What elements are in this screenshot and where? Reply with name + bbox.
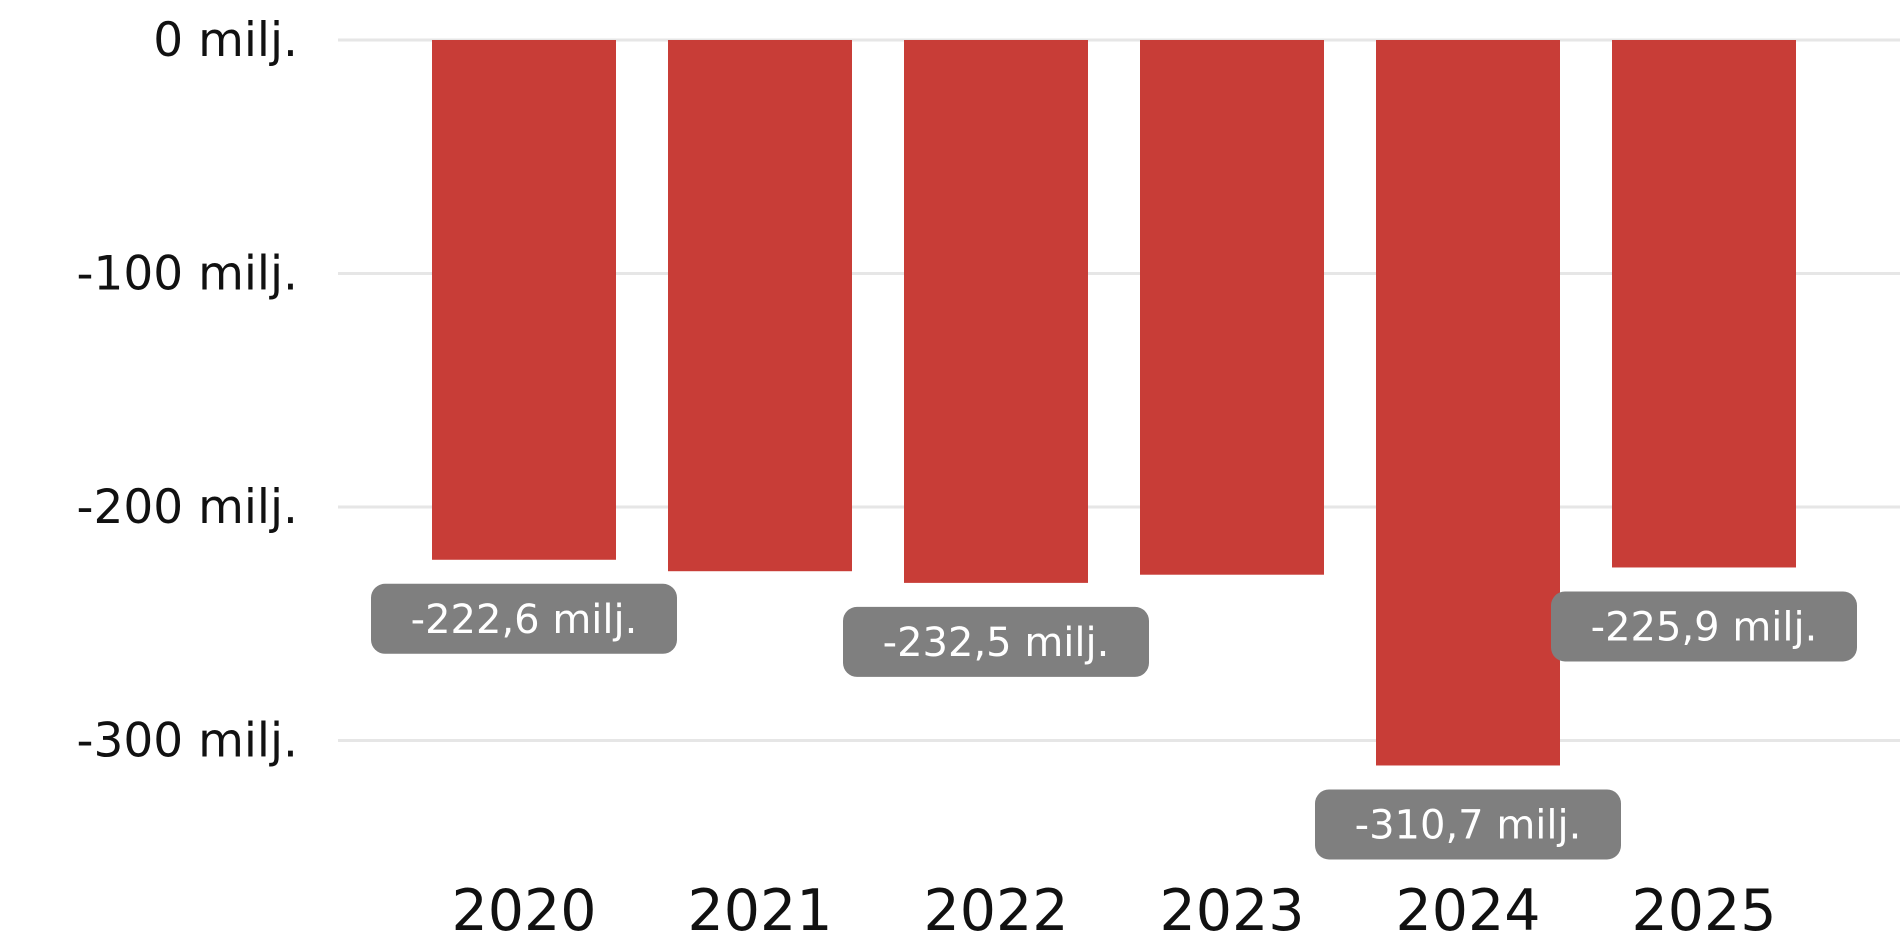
data-label-text: -232,5 milj. bbox=[883, 620, 1110, 666]
data-label-2022: -232,5 milj. bbox=[843, 606, 1149, 677]
x-tick-label: 2020 bbox=[451, 878, 596, 935]
y-tick-label: -300 milj. bbox=[76, 714, 298, 769]
bar-2023 bbox=[1140, 40, 1324, 575]
bar-2021 bbox=[668, 40, 852, 572]
data-label-text: -225,9 milj. bbox=[1591, 604, 1818, 650]
y-tick-label: -100 milj. bbox=[76, 247, 298, 302]
bar-2024 bbox=[1376, 40, 1560, 766]
data-label-2024: -310,7 milj. bbox=[1315, 789, 1621, 860]
bars bbox=[432, 40, 1796, 766]
data-label-badge bbox=[843, 606, 1149, 677]
data-label-badge bbox=[1315, 789, 1621, 860]
bar-2025 bbox=[1612, 40, 1796, 568]
bar-2020 bbox=[432, 40, 616, 560]
data-label-text: -222,6 milj. bbox=[411, 597, 638, 643]
data-label-2020: -222,6 milj. bbox=[371, 583, 677, 654]
y-tick-label: -200 milj. bbox=[76, 480, 298, 535]
data-labels: -222,6 milj. -232,5 milj. -310,7 milj. -225… bbox=[371, 583, 1857, 860]
x-tick-label: 2024 bbox=[1395, 878, 1540, 935]
x-axis-category-labels: 2020 2021 2022 2023 2024 2025 bbox=[451, 878, 1776, 939]
data-label-text: -310,7 milj. bbox=[1355, 802, 1582, 848]
bar-2022 bbox=[904, 40, 1088, 583]
x-tick-label: 2022 bbox=[923, 878, 1068, 935]
data-label-2025: -225,9 milj. bbox=[1551, 591, 1857, 662]
y-axis-tick-labels: 0 milj. -100 milj. -200 milj. -300 milj. bbox=[76, 13, 298, 769]
x-tick-label: 2025 bbox=[1631, 878, 1776, 935]
data-label-badge bbox=[1551, 591, 1857, 662]
data-label-badge bbox=[371, 583, 677, 654]
y-tick-label: 0 milj. bbox=[153, 13, 298, 68]
x-tick-label: 2023 bbox=[1159, 878, 1304, 935]
x-tick-label: 2021 bbox=[687, 878, 832, 935]
